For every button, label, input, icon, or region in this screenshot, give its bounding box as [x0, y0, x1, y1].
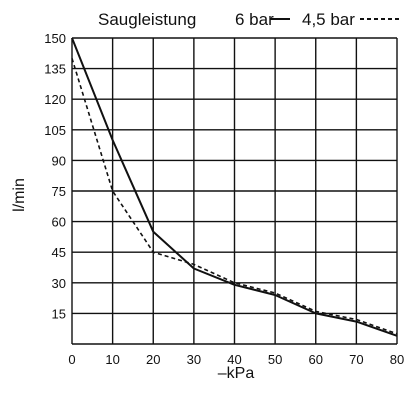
y-tick-label: 15: [52, 306, 66, 321]
x-axis-label: –kPa: [218, 365, 255, 382]
x-axis-ticks: 0 10 20 30 40 50 60 70 80: [68, 352, 404, 367]
x-tick-label: 50: [268, 352, 282, 367]
chart-title: Saugleistung: [98, 10, 196, 29]
y-tick-label: 45: [52, 245, 66, 260]
y-tick-label: 60: [52, 215, 66, 230]
x-tick-label: 80: [390, 352, 404, 367]
x-tick-label: 20: [146, 352, 160, 367]
x-tick-label: 0: [68, 352, 75, 367]
series-line-solid: [71, 37, 398, 337]
x-tick-label: 10: [105, 352, 119, 367]
y-tick-label: 90: [52, 153, 66, 168]
y-axis-label: l/min: [11, 178, 28, 212]
x-tick-label: 40: [227, 352, 241, 367]
series-line-dashed: [71, 58, 398, 335]
legend-label: 4,5 bar: [302, 10, 355, 29]
y-tick-label: 105: [44, 123, 66, 138]
legend-label: 6 bar: [235, 10, 274, 29]
x-tick-label: 70: [349, 352, 363, 367]
x-tick-label: 30: [187, 352, 201, 367]
x-tick-label: 60: [309, 352, 323, 367]
chart-grid: [71, 37, 398, 345]
y-tick-label: 150: [44, 31, 66, 46]
y-tick-label: 120: [44, 92, 66, 107]
y-tick-label: 135: [44, 62, 66, 77]
y-tick-label: 75: [52, 184, 66, 199]
chart-series-layer: [71, 37, 398, 337]
chart-legend: 6 bar 4,5 bar: [235, 10, 400, 29]
y-axis-ticks: 15 30 45 60 75 90 105 120 135 150: [44, 31, 66, 321]
y-tick-label: 30: [52, 276, 66, 291]
